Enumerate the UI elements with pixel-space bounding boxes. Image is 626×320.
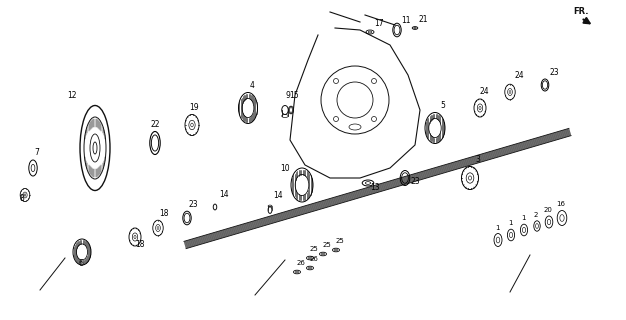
Text: 14: 14	[219, 190, 228, 199]
Text: 22: 22	[150, 120, 160, 129]
Text: 23: 23	[188, 200, 198, 209]
Text: 1: 1	[521, 215, 525, 221]
Text: 15: 15	[289, 91, 299, 100]
Text: 18: 18	[135, 240, 145, 249]
Text: 10: 10	[280, 164, 290, 173]
Text: 2: 2	[534, 212, 538, 218]
Text: 12: 12	[67, 91, 76, 100]
Text: 23: 23	[550, 68, 560, 77]
Text: 21: 21	[419, 15, 429, 24]
Text: 26: 26	[310, 256, 319, 262]
Text: 9: 9	[286, 91, 291, 100]
Text: 13: 13	[370, 183, 379, 192]
Text: 20: 20	[543, 207, 552, 213]
Text: 23: 23	[411, 177, 421, 186]
Text: FR.: FR.	[573, 7, 588, 16]
Text: 6: 6	[78, 259, 83, 268]
Text: 26: 26	[297, 260, 306, 266]
Text: 24: 24	[480, 87, 490, 96]
Text: 4: 4	[250, 81, 255, 90]
Text: 25: 25	[323, 242, 332, 248]
Text: 25: 25	[310, 246, 319, 252]
Text: 18: 18	[159, 209, 168, 218]
Text: 1: 1	[495, 225, 500, 230]
Text: 8: 8	[19, 194, 24, 203]
Text: 3: 3	[475, 155, 480, 164]
Text: 5: 5	[440, 101, 445, 110]
Text: 16: 16	[557, 202, 565, 207]
Text: 25: 25	[336, 238, 345, 244]
Text: 7: 7	[34, 148, 39, 157]
Text: 19: 19	[189, 103, 198, 112]
Text: 24: 24	[515, 71, 525, 80]
Text: 11: 11	[401, 16, 411, 25]
Text: 14: 14	[273, 191, 282, 200]
Text: 17: 17	[374, 19, 384, 28]
Text: 1: 1	[508, 220, 512, 226]
